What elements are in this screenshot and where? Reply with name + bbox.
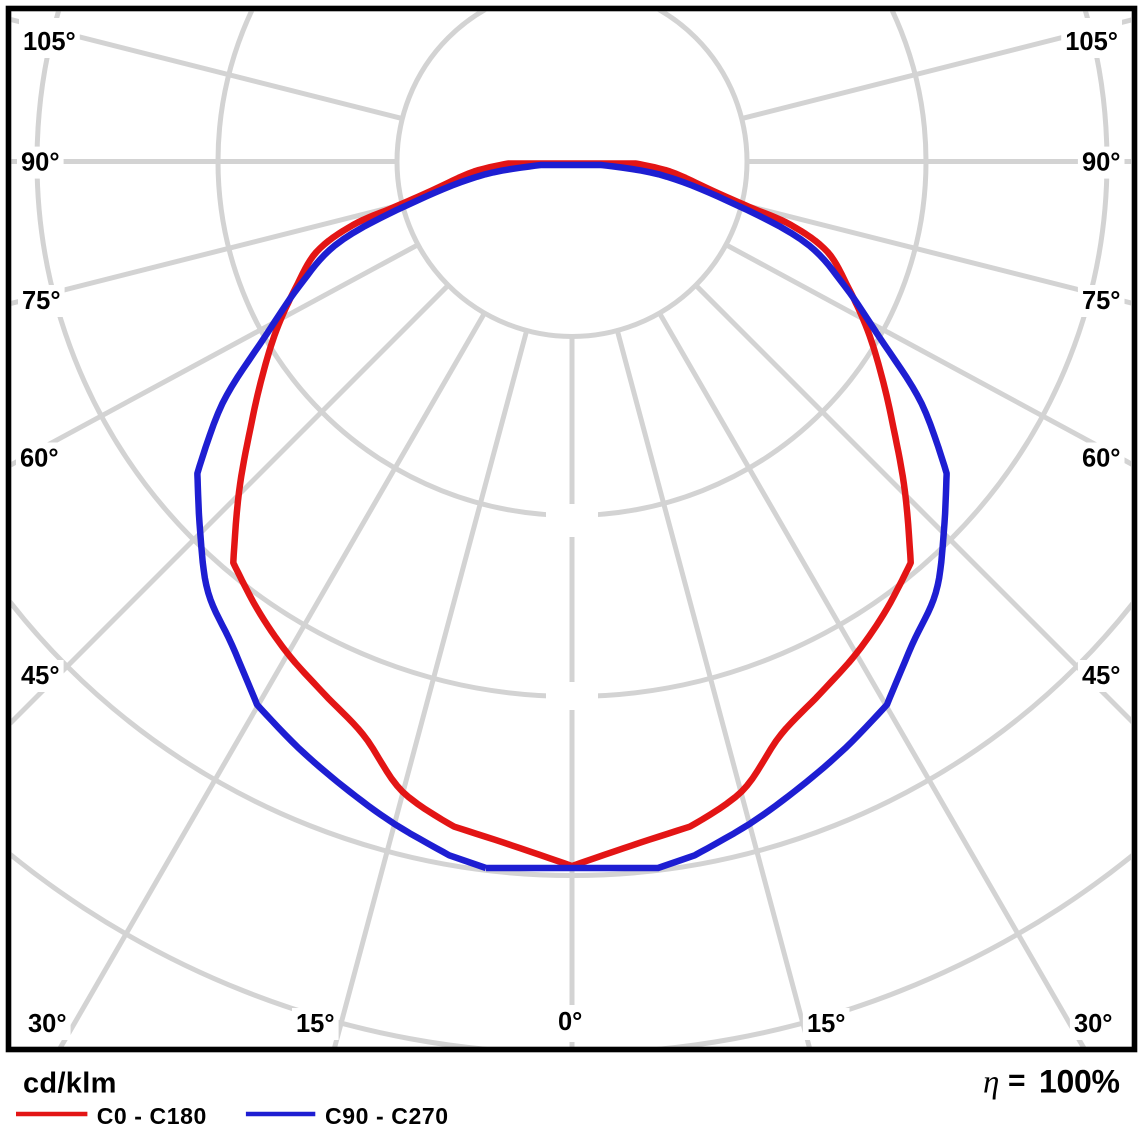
svg-text:90°: 90° (21, 149, 60, 177)
svg-text:15°: 15° (296, 1010, 335, 1038)
svg-text:η: η (983, 1065, 999, 1101)
svg-text:100%: 100% (1039, 1064, 1120, 1100)
svg-text:90°: 90° (1082, 149, 1121, 177)
svg-text:=: = (1008, 1064, 1026, 1097)
svg-text:105°: 105° (1065, 28, 1118, 56)
svg-text:60°: 60° (20, 445, 59, 473)
svg-text:75°: 75° (1082, 287, 1121, 315)
svg-text:45°: 45° (21, 662, 60, 690)
svg-text:30°: 30° (1074, 1010, 1113, 1038)
svg-text:C0 - C180: C0 - C180 (97, 1103, 207, 1129)
svg-text:30°: 30° (28, 1010, 67, 1038)
svg-text:105°: 105° (23, 28, 76, 56)
svg-text:45°: 45° (1082, 662, 1121, 690)
svg-text:75°: 75° (22, 287, 61, 315)
svg-text:C90 - C270: C90 - C270 (325, 1103, 449, 1129)
svg-text:0°: 0° (558, 1008, 582, 1036)
svg-text:15°: 15° (807, 1010, 846, 1038)
svg-text:60°: 60° (1082, 445, 1121, 473)
svg-text:cd/klm: cd/klm (23, 1068, 117, 1100)
